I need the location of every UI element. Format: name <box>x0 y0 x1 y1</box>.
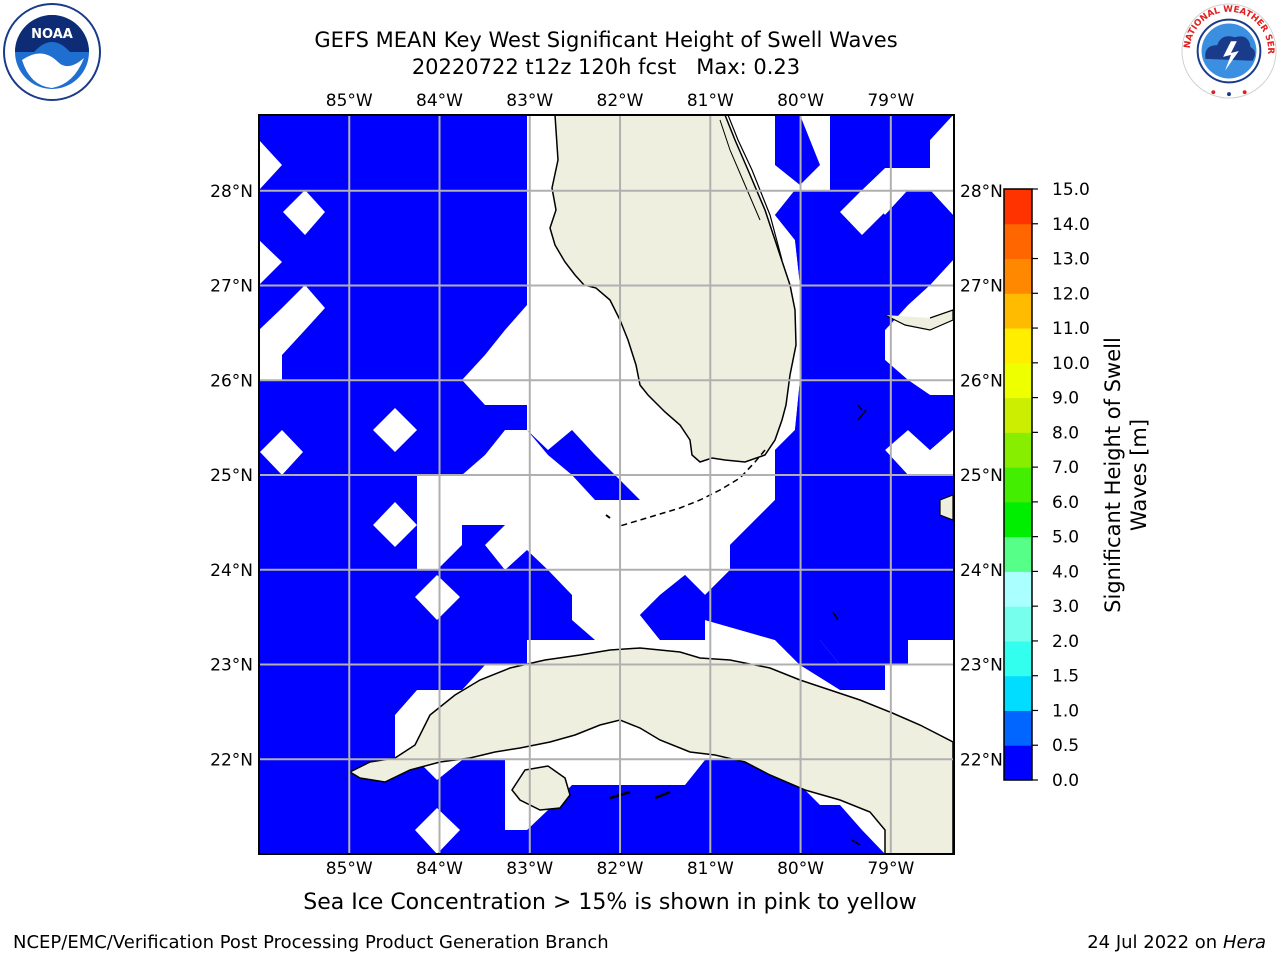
colorbar-swatch <box>1004 328 1032 364</box>
colorbar-swatch <box>1004 536 1032 572</box>
sea-ice-note: Sea Ice Concentration > 15% is shown in … <box>303 890 917 915</box>
lon-tick-label-bottom: 82°W <box>597 859 644 879</box>
lat-tick-label-left: 25°N <box>210 466 253 486</box>
chart-subtitle: 20220722 t12z 120h fcst Max: 0.23 <box>411 55 801 79</box>
lon-tick-label-bottom: 80°W <box>777 859 824 879</box>
colorbar-tick-label: 12.0 <box>1052 284 1090 304</box>
colorbar-swatch <box>1004 710 1032 746</box>
colorbar-tick-label: 1.5 <box>1052 667 1079 687</box>
lon-tick-label-bottom: 85°W <box>326 859 373 879</box>
colorbar-title: Significant Height of Swell Waves [m] <box>1101 337 1151 613</box>
lon-tick-label-bottom: 81°W <box>687 859 734 879</box>
colorbar-tick-label: 3.0 <box>1052 597 1079 617</box>
colorbar-swatch <box>1004 675 1032 711</box>
footer-host: Hera <box>1222 932 1266 953</box>
colorbar-tick-label: 4.0 <box>1052 562 1079 582</box>
lon-tick-label-top: 79°W <box>867 91 914 111</box>
lat-tick-label-right: 27°N <box>960 277 1003 297</box>
lon-tick-label-bottom: 79°W <box>867 859 914 879</box>
footer-date-text: 24 Jul 2022 on <box>1087 932 1223 953</box>
lon-tick-label-bottom: 84°W <box>416 859 463 879</box>
colorbar-swatch <box>1004 432 1032 468</box>
colorbar-tick-label: 14.0 <box>1052 215 1090 235</box>
swell-cells <box>259 115 953 854</box>
colorbar-swatch <box>1004 258 1032 294</box>
colorbar-tick-label: 5.0 <box>1052 528 1079 548</box>
colorbar-tick-label: 15.0 <box>1052 180 1090 200</box>
colorbar-swatch <box>1004 501 1032 538</box>
footer-branch: NCEP/EMC/Verification Post Processing Pr… <box>13 932 609 953</box>
colorbar-frame <box>1003 188 1033 781</box>
lon-tick-label-bottom: 83°W <box>506 859 553 879</box>
colorbar-swatch <box>1004 745 1032 781</box>
lat-tick-label-left: 26°N <box>210 371 253 391</box>
lon-tick-label-top: 84°W <box>416 91 463 111</box>
colorbar-swatch <box>1004 606 1032 642</box>
noaa-logo-text: NOAA <box>31 27 73 42</box>
colorbar: 0.0 0.5 1.0 1.5 2.0 3.0 4.0 5.0 6.0 7.0 8.0 9.0 10.0… <box>1003 180 1090 791</box>
colorbar-tick-label: 9.0 <box>1052 389 1079 409</box>
lon-tick-label-top: 85°W <box>326 91 373 111</box>
florida-land <box>549 115 797 463</box>
colorbar-tick-label: 13.0 <box>1052 250 1090 270</box>
isla-juventud-land <box>511 765 571 811</box>
lat-tick-label-right: 23°N <box>960 656 1003 676</box>
colorbar-tick-label: 8.0 <box>1052 423 1079 443</box>
noaa-logo: NOAA <box>3 3 101 101</box>
footer-date: 24 Jul 2022 on Hera <box>1087 932 1266 953</box>
colorbar-swatch <box>1004 293 1032 329</box>
map-frame <box>258 114 955 855</box>
lat-tick-label-right: 25°N <box>960 466 1003 486</box>
colorbar-tick-label: 1.0 <box>1052 701 1079 721</box>
colorbar-tick-label: 10.0 <box>1052 354 1090 374</box>
lat-tick-label-right: 28°N <box>960 182 1003 202</box>
colorbar-swatch <box>1004 223 1032 260</box>
lat-tick-label-left: 27°N <box>210 277 253 297</box>
lat-tick-label-right: 26°N <box>960 371 1003 391</box>
colorbar-tick-label: 7.0 <box>1052 458 1079 478</box>
colorbar-swatch <box>1004 362 1032 399</box>
lat-tick-label-left: 24°N <box>210 561 253 581</box>
lat-tick-label-left: 22°N <box>210 750 253 770</box>
lon-tick-label-top: 82°W <box>597 91 644 111</box>
lat-tick-label-left: 28°N <box>210 182 253 202</box>
nws-logo: NATIONAL WEATHER SERVICE <box>1180 2 1277 99</box>
no-data-diamonds <box>259 140 885 854</box>
chart-title: GEFS MEAN Key West Significant Height of… <box>314 28 898 52</box>
colorbar-swatch <box>1004 571 1032 607</box>
colorbar-swatch <box>1004 189 1032 225</box>
lat-tick-label-right: 24°N <box>960 561 1003 581</box>
lon-tick-label-top: 83°W <box>506 91 553 111</box>
map-gridlines <box>259 115 954 854</box>
lat-tick-label-right: 22°N <box>960 750 1003 770</box>
colorbar-tick-label: 0.0 <box>1052 771 1079 791</box>
colorbar-tick-label: 2.0 <box>1052 632 1079 652</box>
colorbar-swatch <box>1004 397 1032 433</box>
lat-tick-label-left: 23°N <box>210 656 253 676</box>
lon-tick-label-top: 80°W <box>777 91 824 111</box>
colorbar-tick-label: 0.5 <box>1052 736 1079 756</box>
colorbar-swatch <box>1004 467 1032 503</box>
lon-tick-label-top: 81°W <box>687 91 734 111</box>
colorbar-tick-label: 6.0 <box>1052 493 1079 513</box>
colorbar-swatch <box>1004 640 1032 677</box>
map-tick-labels: 85°W 85°W 84°W 84°W 83°W 83°W 82°W 82°W 81°W 81°W… <box>210 91 1003 879</box>
colorbar-tick-label: 11.0 <box>1052 319 1090 339</box>
